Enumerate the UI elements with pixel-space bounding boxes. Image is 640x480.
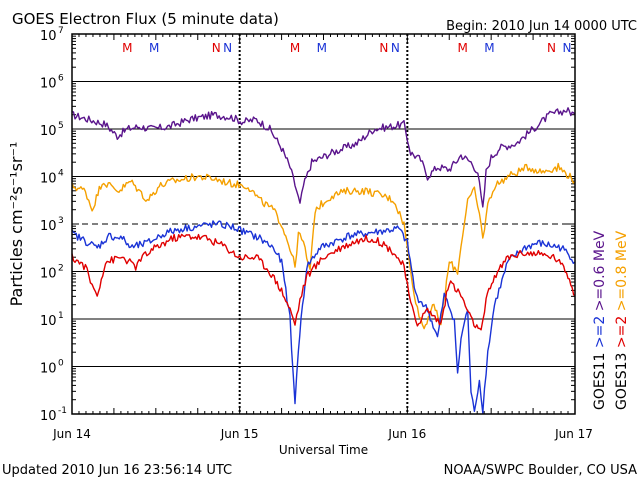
satellite-marker: N: [212, 41, 221, 55]
legend-column: GOES13 >=2 >=0.8 MeV: [614, 230, 630, 410]
y-tick-exp: 7: [58, 26, 64, 36]
y-tick-base: 10: [40, 77, 57, 92]
legend-column: GOES11 >=2 >=0.6 MeV: [592, 230, 608, 410]
data-series: [71, 107, 576, 414]
satellite-marker: M: [122, 41, 132, 55]
legend-entry: >=0.8 MeV: [614, 230, 630, 315]
y-tick-base: 10: [40, 29, 57, 44]
satellite-marker: M: [317, 41, 327, 55]
y-tick-base: 10: [40, 267, 57, 282]
legend-entry: GOES13: [614, 353, 630, 410]
y-tick-label: 10 7: [40, 26, 64, 44]
y-tick-label: 10 2: [40, 264, 64, 282]
y-tick-label: 10 3: [40, 216, 64, 234]
legend-entry: >=2: [614, 316, 630, 353]
satellite-marker: M: [484, 41, 494, 55]
series-line: [71, 162, 576, 330]
satellite-marker: N: [547, 41, 556, 55]
satellite-marker: M: [290, 41, 300, 55]
series-line: [71, 220, 576, 414]
series-line: [71, 107, 576, 208]
satellite-marker: N: [379, 41, 388, 55]
x-tick-label: Jun 17: [554, 427, 593, 441]
x-tick-label: Jun 16: [387, 427, 426, 441]
y-tick-label: 10 0: [40, 359, 64, 377]
legend-entry: >=0.6 MeV: [592, 230, 608, 315]
x-tick-label: Jun 15: [220, 427, 259, 441]
y-tick-label: 10 -1: [40, 406, 67, 424]
y-tick-label: 10 5: [40, 121, 64, 139]
x-tick-label: Jun 14: [52, 427, 91, 441]
satellite-marker: N: [563, 41, 572, 55]
y-tick-base: 10: [40, 362, 57, 377]
y-tick-exp: 4: [58, 169, 64, 179]
y-tick-exp: 6: [58, 74, 64, 84]
plot-frame: [71, 33, 576, 415]
y-tick-exp: 1: [58, 311, 64, 321]
y-tick-base: 10: [40, 219, 57, 234]
y-tick-base: 10: [40, 409, 57, 424]
y-tick-exp: 3: [58, 216, 64, 226]
y-tick-exp: 0: [58, 359, 64, 369]
y-axis-label: Particles cm⁻²s⁻¹sr⁻¹: [7, 142, 26, 307]
y-tick-exp: -1: [58, 406, 67, 416]
y-tick-base: 10: [40, 172, 57, 187]
x-tick-labels: Jun 14 Jun 15 Jun 16 Jun 17: [52, 427, 593, 441]
series-line: [71, 233, 576, 331]
y-tick-label: 10 6: [40, 74, 64, 92]
footer-updated: Updated 2010 Jun 16 23:56:14 UTC: [2, 463, 232, 478]
legend-entry: >=2: [592, 316, 608, 353]
gridlines: [71, 33, 576, 415]
legend: GOES11 >=2 >=0.6 MeV GOES13 >=2 >=0.8 MeV: [592, 230, 630, 410]
y-tick-base: 10: [40, 314, 57, 329]
y-tick-label: 10 1: [40, 311, 64, 329]
footer-credit: NOAA/SWPC Boulder, CO USA: [444, 463, 637, 478]
satellite-marker: M: [457, 41, 467, 55]
satellite-marker: N: [223, 41, 232, 55]
begin-time-label: Begin: 2010 Jun 14 0000 UTC: [446, 19, 637, 34]
day-separators: [238, 34, 409, 414]
y-tick-exp: 2: [58, 264, 64, 274]
satellite-marker: N: [391, 41, 400, 55]
y-tick-exp: 5: [58, 121, 64, 131]
legend-entry: GOES11: [592, 353, 608, 410]
chart-title: GOES Electron Flux (5 minute data): [12, 10, 279, 28]
y-tick-base: 10: [40, 124, 57, 139]
y-tick-label: 10 4: [40, 169, 64, 187]
x-axis-label: Universal Time: [279, 443, 368, 457]
satellite-marker: M: [149, 41, 159, 55]
